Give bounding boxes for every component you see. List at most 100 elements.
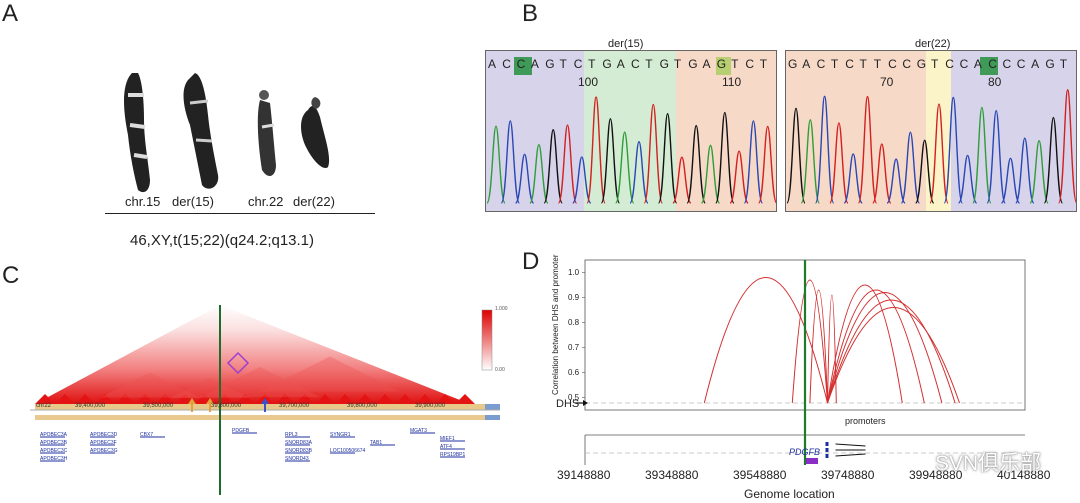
der22-base: C	[888, 57, 897, 71]
hic-gene-label: APOBEC3A	[40, 432, 67, 438]
chart-ytick: 1.0	[568, 267, 580, 277]
hic-gene-label: RPL3	[285, 432, 298, 438]
trace-peak	[672, 156, 692, 204]
chart-arc	[703, 277, 828, 404]
chart-arc	[827, 289, 925, 404]
chart-arc	[826, 294, 837, 404]
seq-position-110: 110	[722, 75, 742, 89]
trace-peak	[715, 111, 735, 204]
trace-peak	[729, 150, 749, 204]
chart-xlabel: Genome location	[744, 487, 835, 501]
seq-position-80: 80	[988, 75, 1002, 89]
trace-peak	[686, 124, 706, 204]
chart-xtick: 39548880	[733, 468, 787, 482]
hic-gene-label: LOC100506674	[330, 448, 366, 454]
trace-peak	[572, 156, 592, 204]
hic-gene-label: SYNGR1	[330, 432, 351, 438]
trace-peak	[500, 120, 520, 204]
chart-ytick: 0.5	[568, 392, 580, 402]
der15-base: G	[688, 57, 698, 71]
chart-arc	[791, 279, 828, 404]
der15-base: C	[745, 57, 755, 71]
der15-base: A	[530, 57, 539, 71]
trace-peak	[1029, 140, 1049, 204]
der22-base: T	[859, 57, 867, 71]
trace-peak	[886, 158, 906, 204]
der15-base: T	[759, 57, 768, 71]
hic-gene-label: APOBEC3B	[40, 440, 67, 446]
hic-gene-label: MIEF1	[440, 436, 455, 442]
trace-peak	[1058, 89, 1076, 204]
der15-base: A	[702, 57, 711, 71]
hic-heatmap	[30, 305, 500, 495]
chart-xtick: 39348880	[645, 468, 699, 482]
hic-coordinate: 39,600,000	[211, 403, 242, 409]
hic-coordinate: 39,700,000	[279, 403, 310, 409]
trace-peak	[600, 118, 621, 204]
trace-peak	[1043, 116, 1064, 204]
trace-peak	[857, 95, 878, 204]
trace-peak	[957, 154, 978, 204]
der22-base: A	[1031, 57, 1040, 71]
der22-base: G	[916, 57, 927, 71]
panel-label-b: B	[522, 0, 539, 27]
der15-base: G	[659, 57, 669, 71]
panel-label-a: A	[2, 0, 19, 27]
trace-peak	[972, 106, 992, 204]
karyotype-label-chr22: chr.22	[248, 194, 284, 209]
chart-arc	[809, 289, 828, 404]
chart-arc	[827, 299, 956, 404]
trace-peak	[758, 125, 776, 204]
der15-base: T	[559, 57, 567, 71]
hic-gene-label: ATF4	[440, 444, 452, 450]
hic-gene-label: SNORD83A	[285, 440, 312, 446]
chart-ylabel: Correlation between DHS and promoter	[551, 254, 560, 395]
chart-arc	[827, 292, 943, 404]
karyotype-formula: 46,XY,t(15;22)(q24.2;q13.1)	[130, 232, 315, 249]
hic-scale-bottom: 0.00	[495, 367, 505, 373]
der22-base: C	[845, 57, 854, 71]
hic-coordinate: 39,800,000	[347, 403, 378, 409]
hic-coordinate: 39,500,000	[143, 403, 174, 409]
trace-peak	[786, 107, 806, 204]
hic-gene-label: SNORD43	[285, 456, 309, 462]
seq-title-der22: der(22)	[915, 38, 951, 50]
chart-ytick: 0.6	[568, 367, 580, 377]
der22-base: C	[816, 57, 826, 71]
dhs-arc-chart	[575, 259, 1026, 465]
der22-base: T	[830, 57, 839, 71]
chart-xtick: 39748880	[821, 468, 875, 482]
der15-base: T	[588, 57, 596, 71]
trace-peak	[814, 95, 835, 204]
chart-xtick: 39948880	[909, 468, 963, 482]
der15-base: G	[545, 57, 555, 71]
trace-peak	[986, 109, 1006, 204]
karyotype-label-der22: der(22)	[293, 194, 335, 209]
hic-chrom-label: chr22	[36, 403, 52, 409]
chromatogram-der15	[485, 50, 777, 212]
karyotype-label-chr15: chr.15	[125, 194, 161, 209]
dhs-label: DHS	[556, 398, 580, 410]
trace-peak	[743, 120, 764, 204]
hic-gene-label: APOBEC3D	[90, 432, 118, 438]
hic-gene-label: APOBEC3C	[40, 448, 68, 454]
der22-base: C	[1002, 57, 1012, 71]
der15-base: C	[516, 57, 526, 71]
der22-base: T	[873, 57, 882, 71]
trace-peak	[514, 153, 535, 204]
chart-ytick: 0.7	[568, 342, 580, 352]
hic-gene-label: APOBEC3F	[90, 440, 117, 446]
trace-peak	[657, 112, 678, 204]
der22-base: C	[902, 57, 912, 71]
trace-peak	[529, 144, 549, 204]
trace-peak	[615, 131, 635, 204]
chromatogram-der22	[785, 50, 1077, 212]
trace-peak	[800, 119, 820, 204]
panel-label-c: C	[2, 262, 20, 289]
trace-peak	[915, 139, 935, 204]
karyotype-divider	[105, 213, 375, 214]
trace-peak	[700, 144, 721, 204]
trace-peak	[843, 153, 863, 204]
hic-gene-label: RPS19BP1	[440, 452, 466, 458]
promoters-label: promoters	[845, 416, 886, 426]
